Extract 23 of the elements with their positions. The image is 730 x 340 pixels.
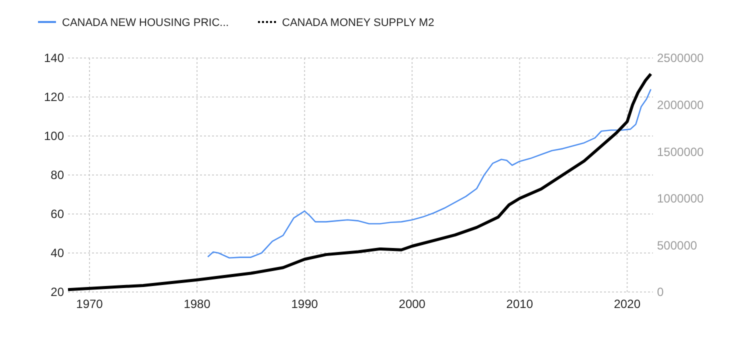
- y-tick-label: 20: [50, 285, 64, 300]
- y2-tick-label: 0: [657, 285, 664, 300]
- y2-tick-label: 1000000: [657, 192, 704, 206]
- y2-tick-label: 500000: [657, 238, 698, 252]
- y-tick-label: 80: [50, 168, 64, 182]
- line-series: [66, 72, 652, 292]
- y-tick-label: 40: [50, 246, 64, 260]
- x-tick-label: 1970: [76, 297, 104, 311]
- x-tick-label: 1990: [291, 297, 318, 311]
- y-tick-label: 100: [44, 129, 64, 144]
- y-tick-label: 140: [44, 51, 64, 66]
- x-tick-label: 2020: [614, 297, 641, 311]
- legend-label: CANADA MONEY SUPPLY M2: [282, 16, 434, 29]
- x-tick-label: 1980: [184, 297, 211, 311]
- y2-tick-label: 2500000: [657, 51, 704, 66]
- x-tick-label: 2010: [506, 297, 534, 311]
- legend-label: CANADA NEW HOUSING PRIC...: [62, 16, 229, 29]
- y2-tick-label: 2000000: [657, 98, 704, 112]
- y-tick-label: 120: [44, 90, 64, 104]
- x-tick-label: 2000: [398, 297, 426, 311]
- y-tick-label: 60: [50, 207, 64, 222]
- y2-tick-label: 1500000: [657, 144, 704, 159]
- line-series: [207, 88, 652, 259]
